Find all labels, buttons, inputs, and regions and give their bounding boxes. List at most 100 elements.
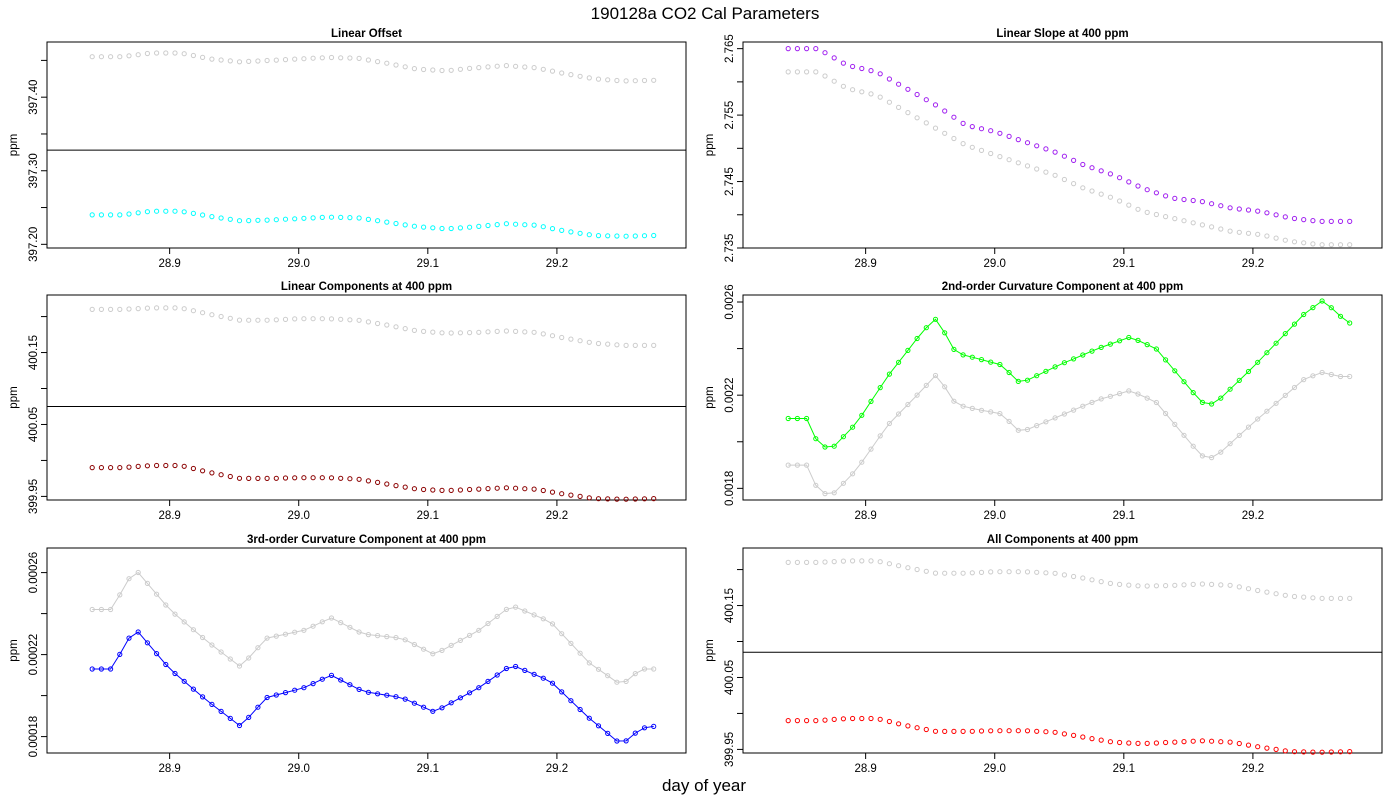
data-point (292, 56, 298, 62)
data-point (997, 728, 1003, 734)
data-point (144, 209, 150, 215)
data-point (190, 52, 196, 59)
data-point (877, 94, 883, 100)
data-point (568, 492, 574, 498)
data-point (476, 329, 482, 335)
data-point (246, 655, 252, 661)
data-point (1255, 231, 1261, 237)
data-point (448, 225, 454, 232)
data-point (859, 459, 865, 465)
data-point (356, 55, 362, 62)
data-point (586, 232, 592, 238)
chart-panel-2: Linear Slope at 400 ppm 28.9 29.0 29.1 29.2 2… (704, 28, 1383, 270)
data-point (978, 728, 985, 734)
data-point (595, 666, 602, 672)
x-tick-label: 29.0 (984, 763, 1006, 775)
x-tick-label: 29.1 (417, 258, 439, 270)
data-point (859, 65, 865, 72)
data-point (951, 728, 957, 735)
x-tick-label: 29.0 (288, 258, 310, 270)
data-point (135, 463, 141, 469)
data-point (1337, 242, 1344, 248)
data-point (513, 485, 519, 491)
data-point (227, 58, 233, 64)
data-point (338, 316, 344, 322)
data-point (531, 612, 537, 618)
data-point (1172, 739, 1178, 745)
data-point (1264, 408, 1270, 414)
data-point (785, 69, 791, 75)
data-point (1227, 582, 1233, 588)
data-point (108, 465, 114, 471)
data-point (218, 472, 224, 478)
data-point (1209, 581, 1215, 588)
data-point (1255, 359, 1261, 365)
data-point (794, 69, 801, 75)
plot-frame (742, 547, 1383, 754)
data-point (605, 730, 611, 737)
data-point (467, 632, 473, 639)
data-point (914, 91, 920, 98)
data-point (513, 328, 519, 334)
data-point (328, 615, 335, 621)
data-point (144, 640, 150, 646)
data-point (457, 330, 463, 336)
data-point (988, 728, 994, 734)
data-point (859, 558, 865, 564)
data-point (651, 666, 657, 672)
data-point (914, 725, 920, 731)
data-point (1117, 338, 1123, 344)
data-point (494, 328, 500, 334)
data-point (448, 700, 454, 706)
data-point (1218, 582, 1224, 588)
data-point (850, 63, 856, 70)
data-point (1245, 368, 1252, 375)
data-point (641, 77, 648, 84)
data-point (1245, 586, 1252, 592)
data-point (641, 666, 648, 672)
data-point (375, 320, 381, 327)
data-point (1052, 149, 1058, 155)
data-point (1071, 181, 1077, 187)
data-point (1052, 415, 1058, 421)
data-point (549, 680, 556, 686)
data-point (365, 632, 371, 638)
data-point (448, 487, 454, 493)
data-point (246, 317, 252, 323)
data-point (632, 342, 638, 348)
data-point (794, 415, 801, 422)
data-point (942, 130, 948, 136)
data-point (1126, 388, 1132, 394)
data-point (1117, 739, 1123, 746)
data-point (932, 102, 939, 108)
data-point (154, 50, 160, 56)
data-point (144, 463, 150, 469)
data-point (485, 329, 491, 335)
data-point (623, 496, 629, 502)
data-point (503, 485, 509, 491)
data-point (218, 708, 224, 715)
y-axis-title: ppm (704, 134, 716, 156)
data-point (641, 496, 648, 502)
data-point (421, 486, 427, 493)
panel-title: Linear Slope at 400 ppm (996, 28, 1128, 40)
data-point (513, 663, 519, 670)
data-point (328, 475, 335, 481)
data-point (942, 330, 948, 336)
y-tick-label: 0.0018 (724, 471, 736, 506)
data-point (467, 65, 473, 72)
data-point (439, 487, 445, 493)
data-point (246, 714, 252, 721)
y-tick-label: 397.40 (28, 80, 40, 115)
data-point (1089, 399, 1095, 405)
data-point (1199, 199, 1206, 205)
data-point (476, 223, 482, 229)
x-tick-label: 29.1 (1113, 763, 1135, 775)
data-point (868, 558, 874, 564)
data-point (255, 217, 261, 223)
data-point (365, 478, 371, 484)
data-point (914, 392, 920, 398)
data-point (384, 634, 390, 640)
data-point (905, 401, 911, 408)
data-point (804, 69, 810, 75)
